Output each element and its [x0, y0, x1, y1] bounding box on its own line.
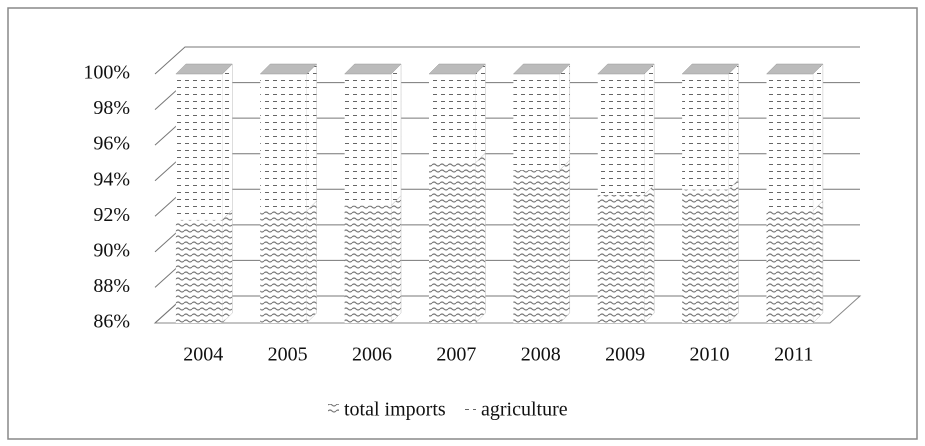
x-tick-label: 2006	[352, 344, 392, 366]
chart-border	[7, 7, 918, 440]
bar-side	[306, 200, 317, 324]
bar-side	[559, 159, 571, 324]
x-tick-label: 2010	[689, 344, 729, 366]
bar-top	[597, 63, 655, 75]
x-tick-label: 2011	[774, 344, 813, 366]
grid-line	[154, 46, 860, 75]
bar-side	[222, 63, 233, 221]
bar-top	[344, 63, 402, 75]
y-tick-label: 88%	[93, 275, 130, 297]
bar	[597, 194, 645, 323]
bar-side	[390, 195, 402, 324]
bar-top	[175, 63, 233, 75]
bar	[513, 170, 560, 323]
bar	[429, 162, 476, 323]
bar	[260, 74, 307, 211]
bar-top	[428, 63, 487, 75]
y-tick-label: 86%	[93, 311, 130, 333]
bar	[175, 219, 223, 323]
y-tick-label: 96%	[93, 133, 130, 155]
bar-side	[643, 63, 655, 196]
bar	[344, 205, 392, 323]
bar-side	[390, 63, 402, 207]
bar	[766, 210, 813, 323]
bar	[260, 210, 307, 323]
bar	[682, 74, 729, 190]
bar-side	[812, 200, 824, 324]
bar-top	[681, 63, 740, 75]
y-tick-label: 94%	[93, 168, 130, 190]
x-tick-label: 2008	[521, 344, 561, 366]
bar-top	[512, 63, 571, 75]
y-tick-label: 98%	[93, 97, 130, 119]
y-tick-label: 90%	[93, 239, 130, 261]
bar-top	[259, 63, 318, 75]
bar-side	[475, 152, 486, 324]
bar-side	[475, 63, 486, 164]
y-tick-label: 92%	[93, 204, 130, 226]
legend-swatch	[328, 404, 339, 415]
bar	[513, 74, 560, 171]
legend-swatch	[465, 404, 476, 415]
bar-side	[222, 209, 233, 324]
bar-side	[728, 63, 739, 191]
x-tick-label: 2007	[436, 344, 476, 366]
bar-side	[643, 184, 655, 324]
x-tick-label: 2009	[605, 344, 645, 366]
bar	[682, 189, 729, 323]
x-tick-label: 2005	[268, 344, 308, 366]
bar-side	[728, 179, 739, 324]
bar	[429, 74, 476, 163]
legend-label: total imports	[344, 399, 446, 421]
y-tick-label: 100%	[83, 62, 130, 84]
bar-side	[559, 63, 571, 171]
bar-top	[765, 63, 824, 75]
bar	[766, 74, 813, 211]
bar	[597, 74, 645, 195]
legend-label: agriculture	[481, 399, 568, 421]
bar	[175, 74, 223, 220]
bar-side	[306, 63, 317, 212]
bar	[344, 74, 392, 206]
x-tick-label: 2004	[183, 344, 223, 366]
bar-side	[812, 63, 824, 212]
